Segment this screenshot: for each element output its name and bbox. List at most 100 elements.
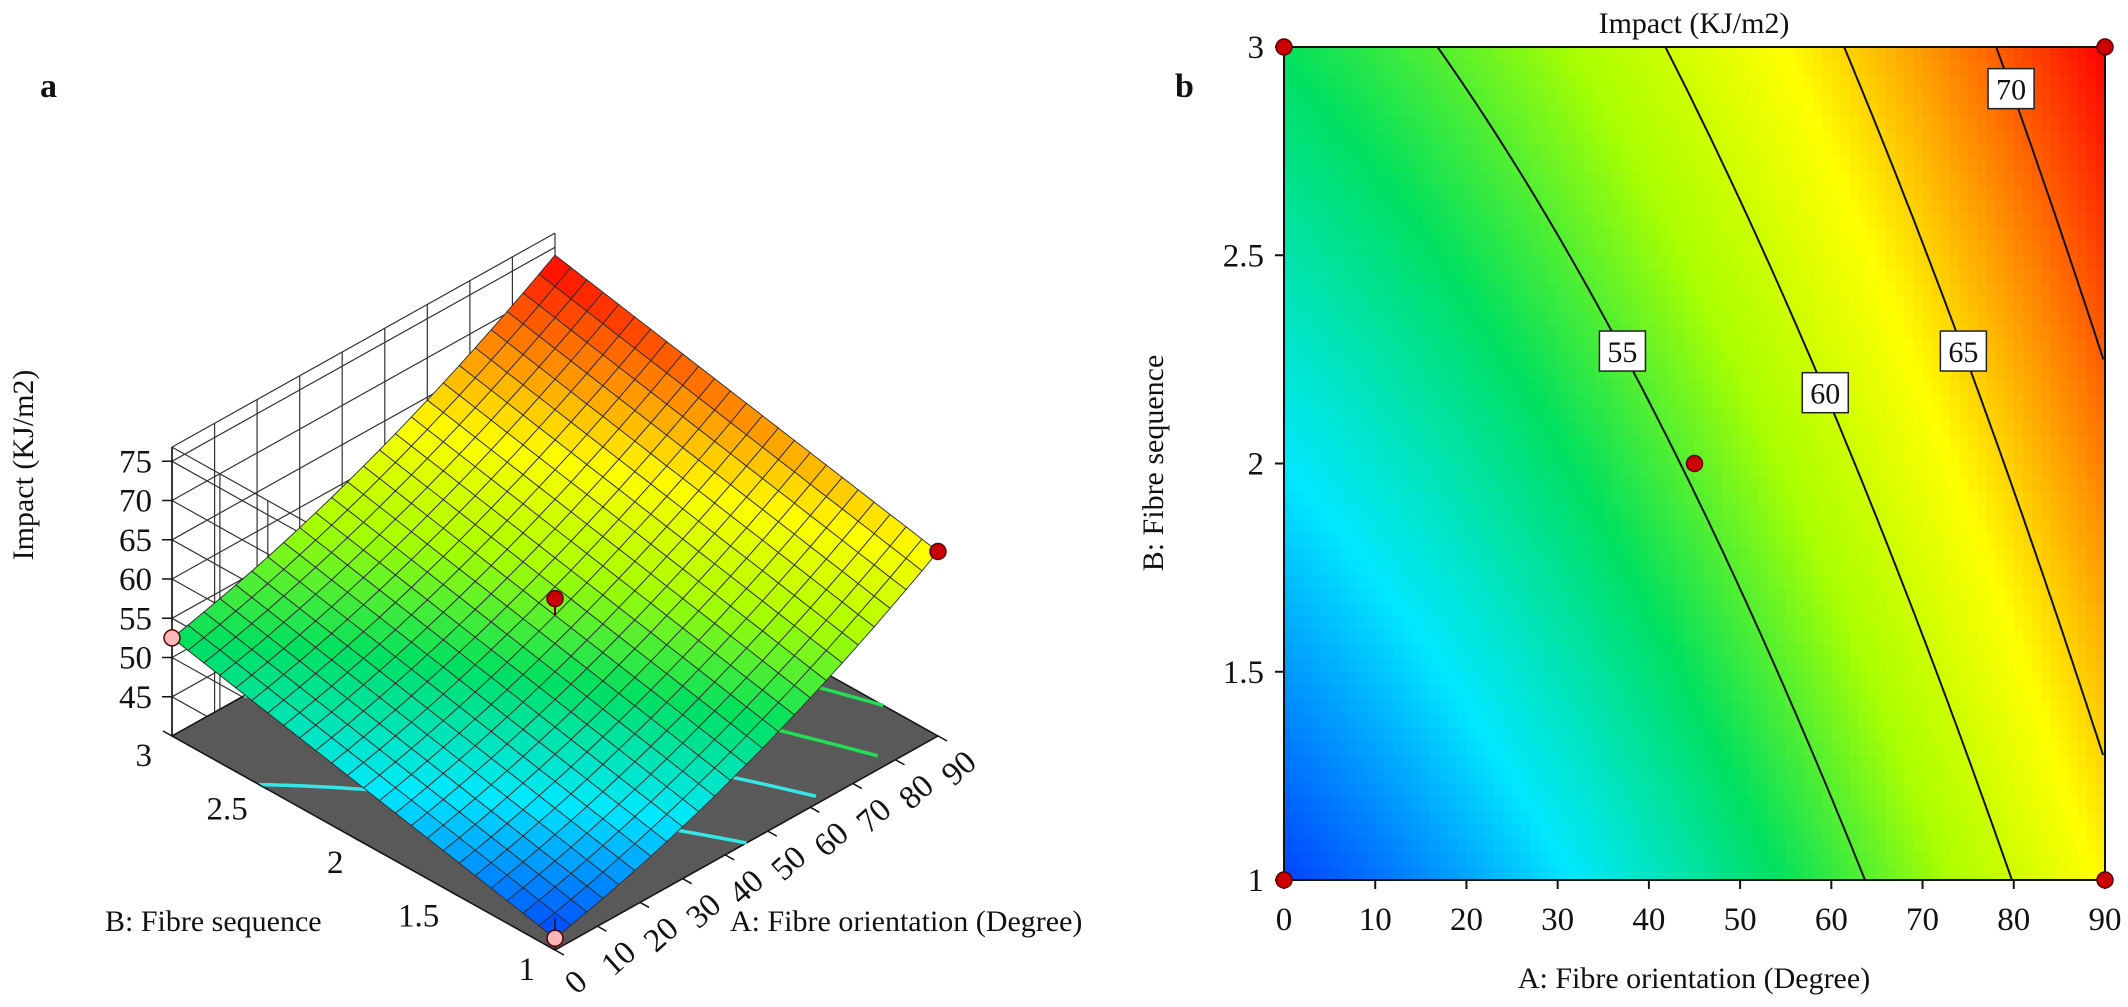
heatmap-cell [1493,727,1504,742]
heatmap-cell [1402,171,1413,187]
heatmap-cell [1457,269,1468,284]
heatmap-cell [1457,102,1468,118]
heatmap-cell [1621,796,1632,812]
heatmap-cell [1685,532,1696,548]
heatmap-cell [1758,838,1769,854]
heatmap-cell [1813,491,1824,506]
heatmap-cell [1356,255,1367,270]
heatmap-cell [1694,116,1705,132]
heatmap-cell [1603,449,1614,465]
heatmap-cell [1302,768,1313,784]
heatmap-cell [1667,269,1678,284]
heatmap-cell [1548,421,1559,437]
heatmap-cell [1712,866,1723,880]
heatmap-cell [1667,741,1678,756]
heatmap-cell [1539,477,1550,493]
heatmap-cell [1338,421,1349,437]
heatmap-cell [1302,241,1313,257]
heatmap-cell [1566,394,1577,409]
heatmap-cell [1648,296,1659,312]
heatmap-cell [1603,213,1614,229]
heatmap-cell [1575,74,1586,90]
heatmap-cell [1393,380,1404,395]
heatmap-cell [1676,380,1687,395]
heatmap-cell [1895,463,1906,479]
heatmap-cell [1293,116,1304,132]
heatmap-cell [1621,130,1632,145]
heatmap-cell [1658,366,1668,381]
heatmap-cell [1749,60,1760,76]
heatmap-cell [1502,699,1513,715]
heatmap-cell [1703,838,1714,854]
heatmap-cell [1530,630,1541,645]
heatmap-cell [1776,171,1787,187]
heatmap-cell [1429,269,1440,284]
heatmap-cell [1740,380,1751,395]
heatmap-cell [1886,338,1896,354]
heatmap-cell [1521,88,1532,104]
heatmap-cell [1439,185,1449,201]
heatmap-cell [1667,366,1678,381]
heatmap-cell [1393,643,1404,659]
heatmap-cell [1448,213,1459,229]
heatmap-cell [1338,88,1349,104]
heatmap-cell [1448,102,1459,118]
heatmap-cell [1922,102,1933,118]
heatmap-cell [1429,199,1440,215]
heatmap-cell [1904,310,1915,326]
heatmap-cell [1575,102,1586,118]
heatmap-cell [1530,699,1541,715]
heatmap-cell [1566,380,1577,395]
heatmap-cell [1776,255,1787,270]
heatmap-cell [1521,560,1532,576]
heatmap-cell [1557,338,1568,354]
heatmap-cell [1767,213,1778,229]
heatmap-cell [1685,616,1696,631]
heatmap-cell [1311,727,1322,742]
heatmap-cell [1876,588,1887,604]
heatmap-cell [1694,185,1705,201]
heatmap-cell [1685,685,1696,701]
heatmap-cell [1384,227,1395,243]
heatmap-cell [1512,366,1522,381]
heatmap-cell [1758,782,1769,798]
heatmap-cell [1539,130,1550,145]
heatmap-cell [1439,338,1449,354]
heatmap-cell [1612,532,1623,548]
heatmap-cell [1366,588,1377,604]
heatmap-cell [1375,782,1386,798]
heatmap-cell [1813,88,1824,104]
heatmap-cell [1457,616,1468,631]
heatmap-cell [1639,755,1650,770]
heatmap-cell [1302,477,1313,493]
heatmap-cell [1694,796,1705,812]
heatmap-cell [1730,310,1741,326]
heatmap-cell [1475,144,1486,159]
heatmap-cell [1320,546,1331,562]
heatmap-cell [1539,699,1550,715]
heatmap-cell [1922,158,1933,173]
heatmap-cell [1338,130,1349,145]
heatmap-cell [1402,741,1413,756]
heatmap-cell [1356,491,1367,506]
heatmap-cell [1621,810,1632,826]
heatmap-cell [1448,657,1459,673]
heatmap-cell [1740,449,1751,465]
heatmap-cell [1493,838,1504,854]
heatmap-cell [1886,380,1896,395]
heatmap-cell [1402,352,1413,368]
heatmap-cell [1803,102,1814,118]
heatmap-cell [1813,477,1824,493]
heatmap-cell [1603,158,1614,173]
heatmap-cell [1284,491,1294,506]
heatmap-cell [1302,574,1313,590]
heatmap-cell [1922,366,1933,381]
heatmap-cell [1913,269,1924,284]
heatmap-cell [1667,296,1678,312]
heatmap-cell [1867,394,1878,409]
heatmap-cell [1429,144,1440,159]
heatmap-cell [1284,352,1294,368]
heatmap-cell [1502,47,1513,62]
heatmap-cell [1667,477,1678,493]
heatmap-cell [1849,643,1860,659]
